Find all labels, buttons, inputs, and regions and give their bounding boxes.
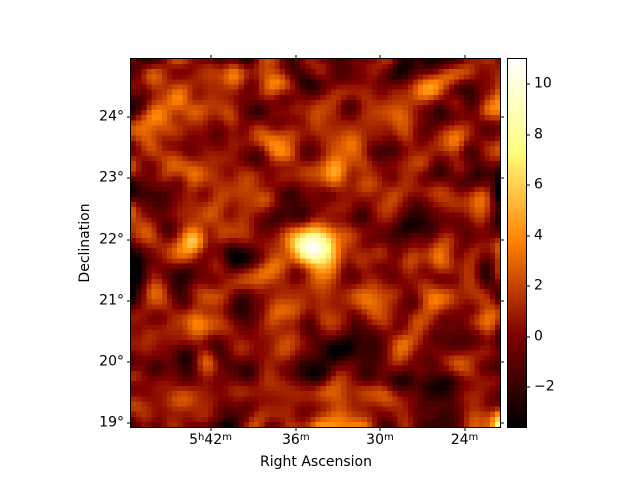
y-tick-label: 24° [99, 108, 124, 125]
colorbar-tick-label: −2 [534, 378, 555, 395]
colorbar-tick-mark [526, 134, 530, 136]
colorbar: 10 8 6 4 2 0 −2 [507, 58, 555, 428]
x-tick-label-superscript: m [299, 431, 310, 443]
colorbar-tick-label: 8 [534, 126, 543, 143]
y-tick-label: 23° [99, 169, 124, 186]
y-tick-mark-left [127, 300, 131, 302]
x-tick-label-text: 5 [189, 432, 199, 448]
y-tick-mark-left [127, 361, 131, 363]
x-tick-label-text: 30 [366, 432, 384, 448]
x-tick-mark-bottom [464, 427, 465, 431]
colorbar-tick-label: 4 [534, 227, 543, 244]
colorbar-tick-mark [526, 386, 530, 388]
y-tick-label: 19° [99, 414, 124, 431]
y-tick-mark-right [500, 361, 504, 363]
x-tick-label-superscript: m [383, 431, 394, 443]
y-tick-mark-left [127, 422, 131, 424]
colorbar-tick-mark [526, 184, 530, 186]
x-tick-mark-bottom [295, 427, 297, 431]
y-tick-mark-right [500, 422, 504, 424]
y-tick-mark-right [500, 177, 504, 179]
y-tick-mark-left [127, 177, 131, 179]
colorbar-gradient [508, 59, 526, 427]
x-tick-label: 30m [366, 431, 394, 448]
colorbar-tick-mark [526, 336, 530, 338]
colorbar-tick-label: 2 [534, 277, 543, 294]
x-tick-mark-bottom [379, 427, 381, 431]
y-tick-label: 21° [99, 291, 124, 308]
y-tick-mark-left [127, 239, 131, 240]
y-axis-label: Declination [77, 203, 93, 283]
x-tick-label-text: 42 [204, 432, 223, 448]
colorbar-tick-label: 10 [534, 75, 552, 92]
x-tick-label-superscript: m [222, 431, 232, 443]
x-tick-mark-top [295, 55, 297, 59]
y-tick-label: 20° [99, 353, 124, 370]
colorbar-tick-mark [526, 83, 530, 85]
colorbar-tick-label: 6 [534, 176, 543, 193]
x-tick-mark-bottom [210, 427, 212, 431]
main-axes: 5h42m 36m 30m 24m 24° 23° 22° 21° 20° 19° [99, 55, 504, 448]
y-tick-mark-right [500, 116, 504, 118]
colorbar-tick-label: 0 [534, 328, 543, 345]
x-tick-label: 24m [450, 431, 479, 448]
x-tick-mark-top [464, 55, 465, 59]
y-tick-mark-left [127, 116, 131, 118]
x-tick-label-text: 36 [281, 432, 300, 448]
y-tick-mark-right [500, 239, 504, 240]
colorbar-tick-mark [526, 235, 530, 237]
x-tick-label-text: 24 [450, 432, 469, 448]
x-tick-label: 5h42m [189, 431, 232, 448]
x-axis-label: Right Ascension [260, 454, 372, 470]
x-tick-label-superscript: m [468, 431, 479, 443]
x-tick-mark-top [379, 55, 381, 59]
colorbar-tick-mark [526, 285, 530, 287]
x-tick-label-superscript: h [198, 431, 205, 443]
x-tick-label: 36m [281, 431, 310, 448]
y-tick-mark-right [500, 300, 504, 302]
y-tick-label: 22° [99, 230, 124, 247]
sky-map-heatmap [131, 59, 500, 427]
x-tick-mark-top [210, 55, 212, 59]
